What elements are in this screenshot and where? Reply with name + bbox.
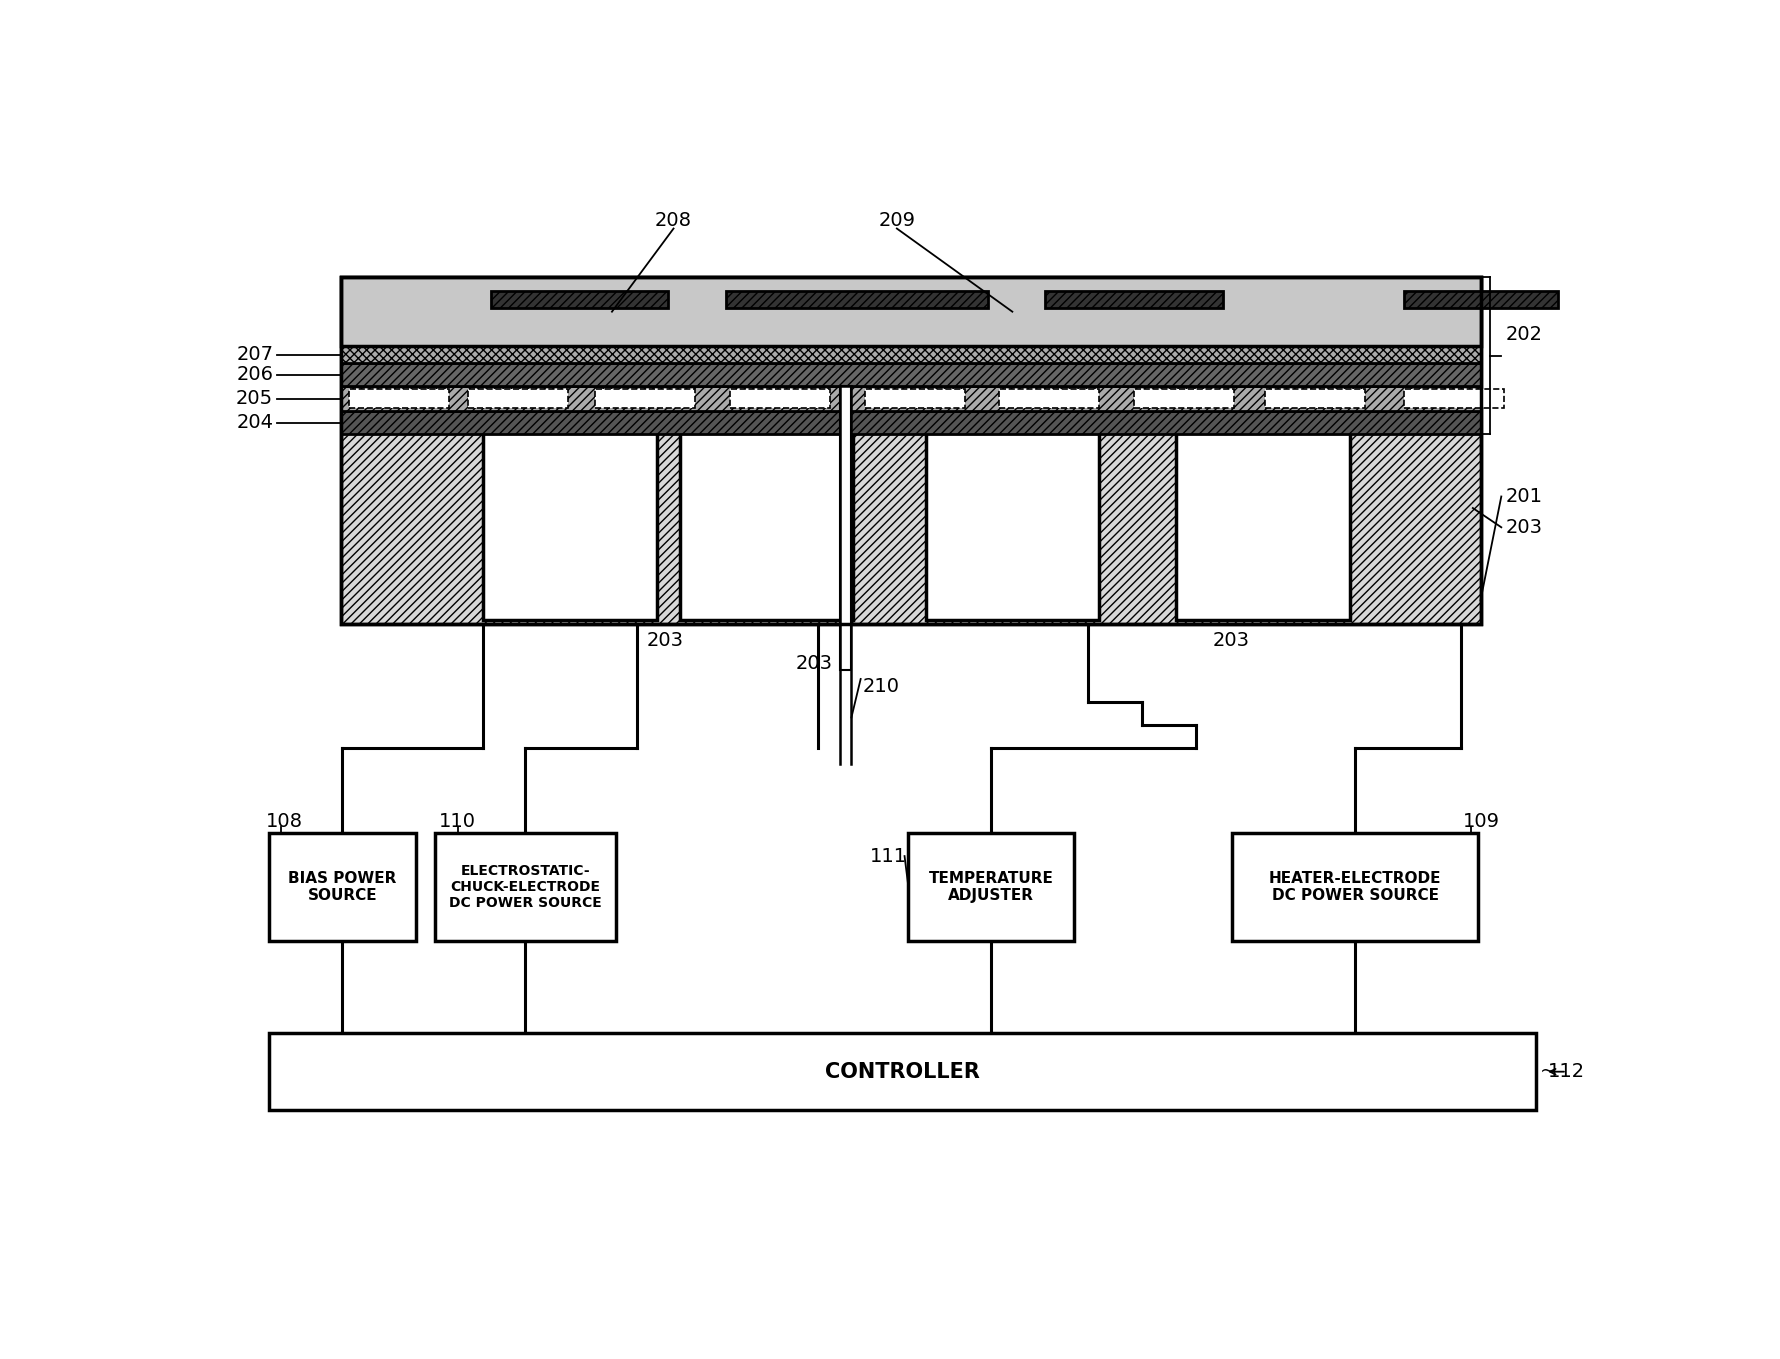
Text: 203: 203 <box>646 631 684 650</box>
Bar <box>1045 291 1223 308</box>
Text: 112: 112 <box>1547 1063 1584 1082</box>
Bar <box>1177 397 1349 620</box>
Text: 205: 205 <box>237 389 272 408</box>
Text: 108: 108 <box>265 811 303 830</box>
Text: BIAS POWER
SOURCE: BIAS POWER SOURCE <box>288 871 397 904</box>
Bar <box>1266 390 1365 408</box>
Text: 203: 203 <box>1506 518 1541 537</box>
Text: 202: 202 <box>1506 325 1541 344</box>
Bar <box>342 363 1481 386</box>
Bar <box>1134 390 1234 408</box>
Bar <box>999 390 1100 408</box>
Text: 201: 201 <box>1506 487 1541 506</box>
Text: ~: ~ <box>1540 1063 1556 1082</box>
Text: 207: 207 <box>237 345 272 364</box>
Bar <box>1232 833 1477 940</box>
Text: 206: 206 <box>237 366 272 385</box>
Bar <box>342 277 1481 624</box>
Bar <box>269 1033 1536 1110</box>
Text: ELECTROSTATIC-
CHUCK-ELECTRODE
DC POWER SOURCE: ELECTROSTATIC- CHUCK-ELECTRODE DC POWER … <box>449 864 602 911</box>
Bar <box>269 833 415 940</box>
Text: 210: 210 <box>862 677 899 696</box>
Bar <box>908 833 1073 940</box>
Bar <box>342 347 1481 363</box>
Bar <box>342 277 1481 624</box>
Text: 204: 204 <box>237 413 272 432</box>
Bar <box>342 386 1481 410</box>
Bar <box>840 386 851 670</box>
Bar <box>726 291 988 308</box>
Bar <box>468 390 568 408</box>
Text: 209: 209 <box>878 212 915 230</box>
Text: 111: 111 <box>870 847 908 866</box>
Text: CONTROLLER: CONTROLLER <box>826 1061 981 1082</box>
Text: 208: 208 <box>655 212 692 230</box>
Bar <box>342 410 1481 434</box>
Text: HEATER-ELECTRODE
DC POWER SOURCE: HEATER-ELECTRODE DC POWER SOURCE <box>1269 871 1442 904</box>
Bar <box>926 397 1100 620</box>
Bar <box>491 291 668 308</box>
Bar <box>342 277 1481 347</box>
Bar <box>349 390 449 408</box>
Bar <box>1403 291 1558 308</box>
Bar <box>484 397 657 620</box>
Bar <box>434 833 616 940</box>
Text: 109: 109 <box>1463 811 1501 830</box>
Text: TEMPERATURE
ADJUSTER: TEMPERATURE ADJUSTER <box>929 871 1054 904</box>
Text: 203: 203 <box>796 654 833 673</box>
Text: 110: 110 <box>438 811 475 830</box>
Bar <box>865 390 965 408</box>
Text: 203: 203 <box>1212 631 1250 650</box>
Bar <box>1403 390 1504 408</box>
Bar <box>595 390 696 408</box>
Bar <box>680 397 853 620</box>
Bar <box>730 390 829 408</box>
